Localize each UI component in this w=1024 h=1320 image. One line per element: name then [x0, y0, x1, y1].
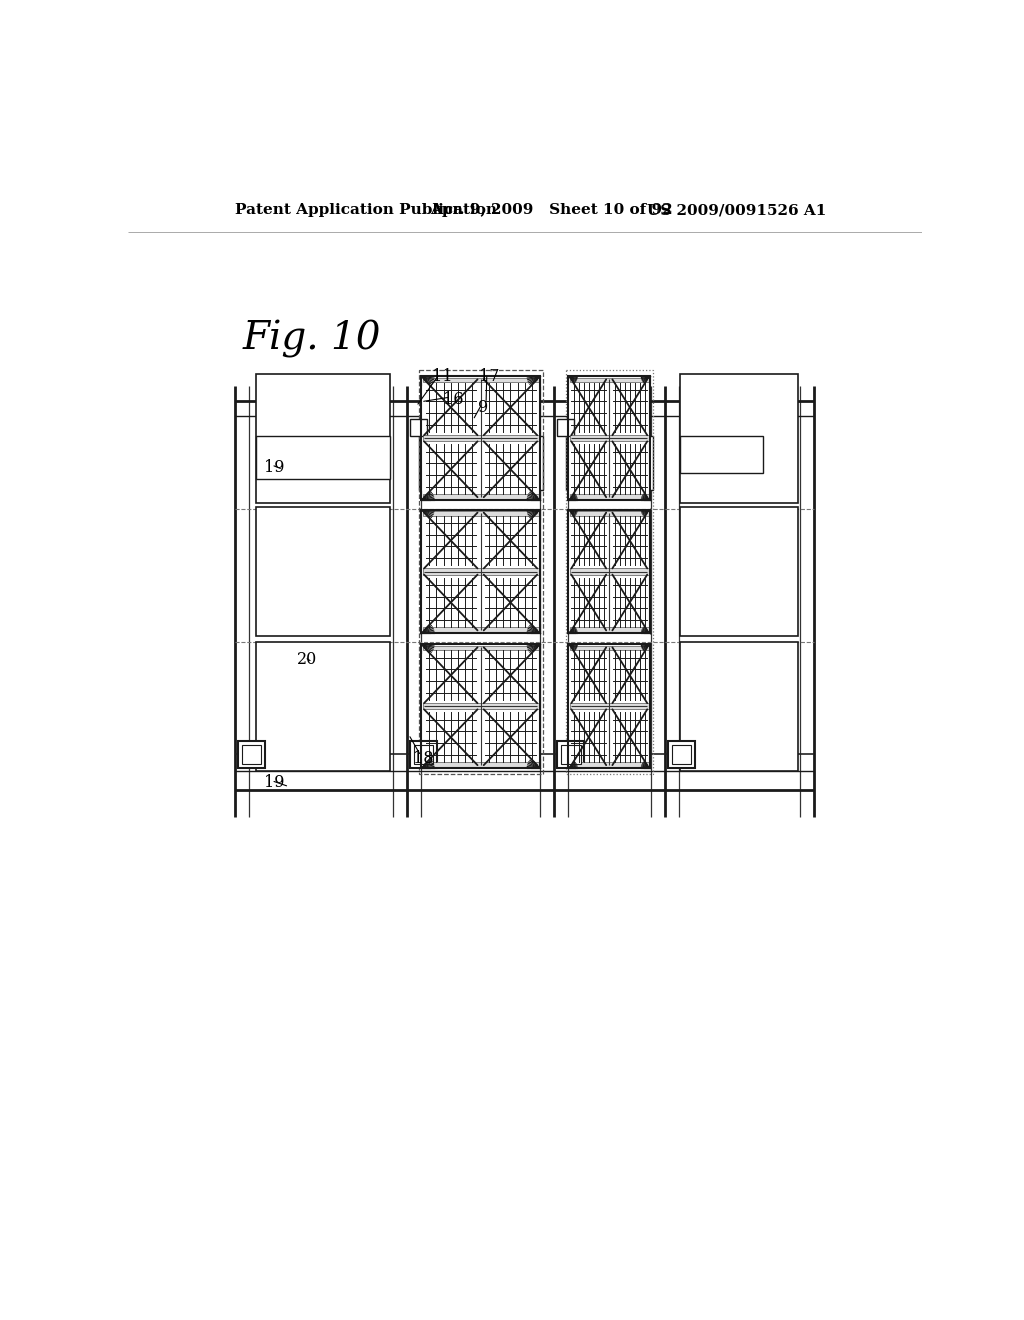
Bar: [423, 762, 539, 767]
Text: 19: 19: [263, 459, 284, 475]
Bar: [256, 642, 390, 771]
Bar: [569, 645, 649, 651]
Bar: [568, 376, 650, 500]
Text: 16: 16: [442, 391, 463, 408]
Text: 11: 11: [432, 368, 453, 385]
Bar: [566, 370, 652, 775]
Bar: [568, 510, 650, 634]
Bar: [414, 744, 433, 764]
Bar: [423, 569, 539, 574]
Bar: [569, 704, 649, 709]
Bar: [423, 627, 539, 632]
Text: US 2009/0091526 A1: US 2009/0091526 A1: [647, 203, 826, 216]
Bar: [242, 744, 261, 764]
Bar: [569, 494, 649, 499]
Bar: [256, 436, 390, 479]
Text: Fig. 10: Fig. 10: [243, 321, 381, 358]
Bar: [256, 374, 390, 503]
Bar: [557, 742, 585, 768]
Bar: [423, 378, 539, 383]
Bar: [569, 762, 649, 767]
Bar: [680, 374, 799, 503]
Bar: [421, 376, 541, 500]
Bar: [238, 742, 265, 768]
Bar: [568, 510, 650, 634]
Bar: [680, 642, 799, 771]
Bar: [680, 436, 763, 474]
Text: 17: 17: [479, 368, 500, 385]
Bar: [557, 420, 574, 437]
Bar: [669, 742, 695, 768]
Bar: [566, 436, 652, 490]
Text: 18: 18: [414, 750, 434, 767]
Bar: [256, 507, 390, 636]
Text: 20: 20: [297, 651, 317, 668]
Bar: [569, 569, 649, 574]
Bar: [423, 494, 539, 499]
Bar: [421, 644, 541, 768]
Bar: [410, 742, 437, 768]
Bar: [419, 436, 543, 490]
Text: Apr. 9, 2009   Sheet 10 of 92: Apr. 9, 2009 Sheet 10 of 92: [430, 203, 673, 216]
Bar: [568, 376, 650, 500]
Bar: [568, 644, 650, 768]
Bar: [421, 510, 541, 634]
Bar: [421, 376, 541, 500]
Bar: [421, 644, 541, 768]
Bar: [421, 510, 541, 634]
Bar: [561, 744, 581, 764]
Bar: [423, 436, 539, 441]
Bar: [672, 744, 691, 764]
Bar: [423, 704, 539, 709]
Bar: [568, 644, 650, 768]
Bar: [410, 420, 427, 437]
Text: 19: 19: [263, 775, 284, 792]
Text: 9: 9: [477, 399, 487, 416]
Bar: [569, 627, 649, 632]
Bar: [419, 370, 543, 775]
Bar: [569, 511, 649, 516]
Bar: [423, 511, 539, 516]
Bar: [569, 436, 649, 441]
Bar: [569, 378, 649, 383]
Text: Patent Application Publication: Patent Application Publication: [234, 203, 497, 216]
Bar: [680, 507, 799, 636]
Bar: [423, 645, 539, 651]
